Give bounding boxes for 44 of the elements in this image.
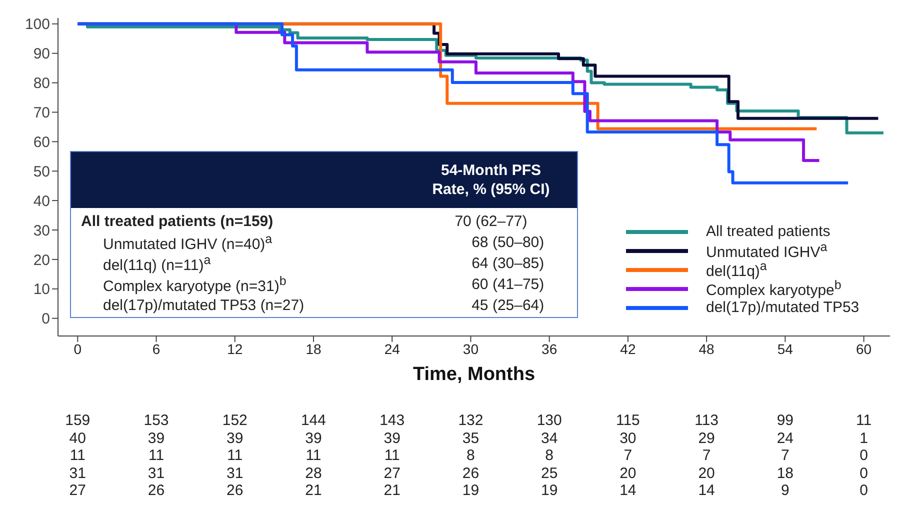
annotation: 70 (62–77) (454, 212, 528, 230)
legend-label: del(11q)$^{a}$ (706, 259, 767, 280)
y-tick-label: 70 (33, 104, 50, 122)
annotation: del(11q) (n=11)$^{a}$ (103, 252, 211, 274)
text: 11 11 11 11 11 8 8 7 7 7 0 (70, 447, 868, 464)
y-tick-label: 0 (42, 310, 50, 328)
legend-label: All treated patients (706, 223, 830, 240)
x-tick-label: 12 (227, 340, 243, 357)
text: 27 26 26 21 21 19 19 14 14 9 0 (69, 482, 868, 499)
annotation: 60 (41–75) (472, 276, 544, 292)
x-tick-label: 36 (542, 340, 558, 357)
annotation: All treated patients (n=159) (81, 212, 274, 230)
annotation: 54-Month PFS Rate, % (95% CI) (432, 162, 550, 198)
x-tick-label: 6 (152, 340, 160, 357)
annotation: Unmutated IGHV (n=40)$^{a}$ (103, 232, 272, 252)
x-tick-label: 42 (620, 340, 636, 357)
y-tick-label: 100 (24, 16, 50, 34)
y-tick-label: 80 (33, 75, 50, 92)
y-tick-label: 20 (33, 252, 50, 269)
x-tick-label: 54 (777, 340, 794, 357)
annotation: 64 (30–85) (472, 254, 544, 272)
y-tick-label: 40 (33, 192, 50, 210)
y-tick-label: 60 (33, 134, 50, 151)
text: 31 31 31 28 27 26 25 20 20 18 0 (69, 464, 868, 482)
y-tick-label: 10 (33, 281, 50, 298)
text: 159 153 152 144 143 132 130 115 113 99 11 (65, 412, 872, 429)
legend-label: Unmutated IGHV$^{a}$ (706, 240, 828, 261)
legend-label: del(17p)/mutated TP53 (706, 299, 860, 316)
x-tick-label: 60 (856, 340, 872, 357)
x-tick-label: 18 (306, 340, 322, 357)
x-tick-label: 24 (384, 340, 400, 357)
x-tick-label: 0 (74, 340, 82, 357)
annotation: del(17p)/mutated TP53 (n=27) (103, 296, 304, 314)
x-tick-label: 30 (462, 340, 479, 357)
x-axis-title: Time, Months (412, 364, 536, 385)
text: 40 39 39 39 39 35 34 30 29 24 1 (69, 430, 868, 446)
y-tick-label: 50 (33, 163, 50, 180)
y-tick-label: 30 (33, 222, 50, 240)
annotation: Complex karyotype (n=31)$^{b}$ (103, 274, 286, 294)
legend-label: Complex karyotype$^{b}$ (706, 278, 842, 299)
x-tick-label: 48 (698, 340, 715, 357)
y-tick-label: 90 (33, 46, 50, 63)
annotation: 45 (25–64) (472, 296, 544, 314)
annotation: 68 (50–80) (472, 234, 544, 250)
